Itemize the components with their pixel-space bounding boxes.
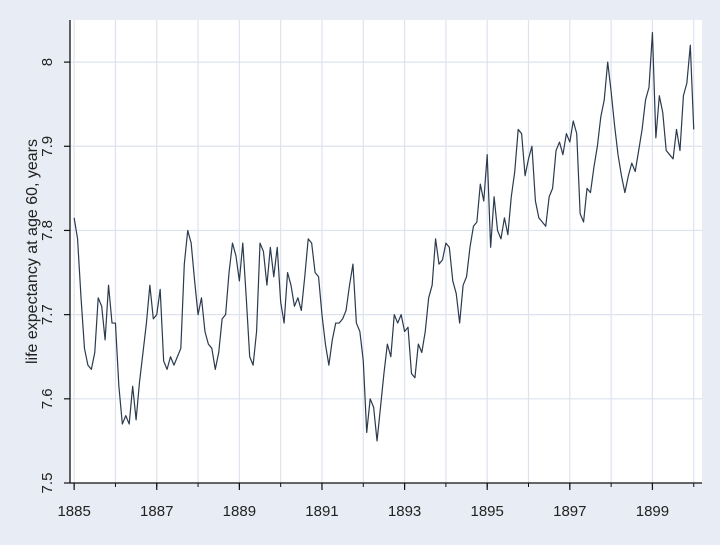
plot-area (70, 20, 702, 483)
x-tick-label: 1899 (636, 503, 669, 520)
x-tick-label: 1887 (140, 503, 173, 520)
y-tick-label: 8 (39, 58, 56, 66)
gridlines (70, 20, 702, 484)
axes: 1885 1887 1889 1891 1893 1895 1897 1899 7.5 7.6 7.… (39, 20, 702, 520)
x-tick-label: 1897 (553, 503, 586, 520)
y-tick-label: 7.7 (39, 304, 56, 325)
x-tick-label: 1895 (471, 503, 504, 520)
y-tick-label: 7.6 (39, 388, 56, 409)
series-layer (73, 32, 695, 442)
x-tick-label: 1889 (223, 503, 256, 520)
y-tick-label: 7.9 (39, 136, 56, 157)
series-line (73, 32, 695, 442)
y-axis-label: life expectancy at age 60, years (24, 139, 41, 364)
x-tick-label: 1885 (57, 503, 90, 520)
y-tick-label: 7.8 (39, 220, 56, 241)
x-tick-label: 1891 (305, 503, 338, 520)
y-tick-label: 7.5 (39, 473, 56, 494)
x-tick-label: 1893 (388, 503, 421, 520)
